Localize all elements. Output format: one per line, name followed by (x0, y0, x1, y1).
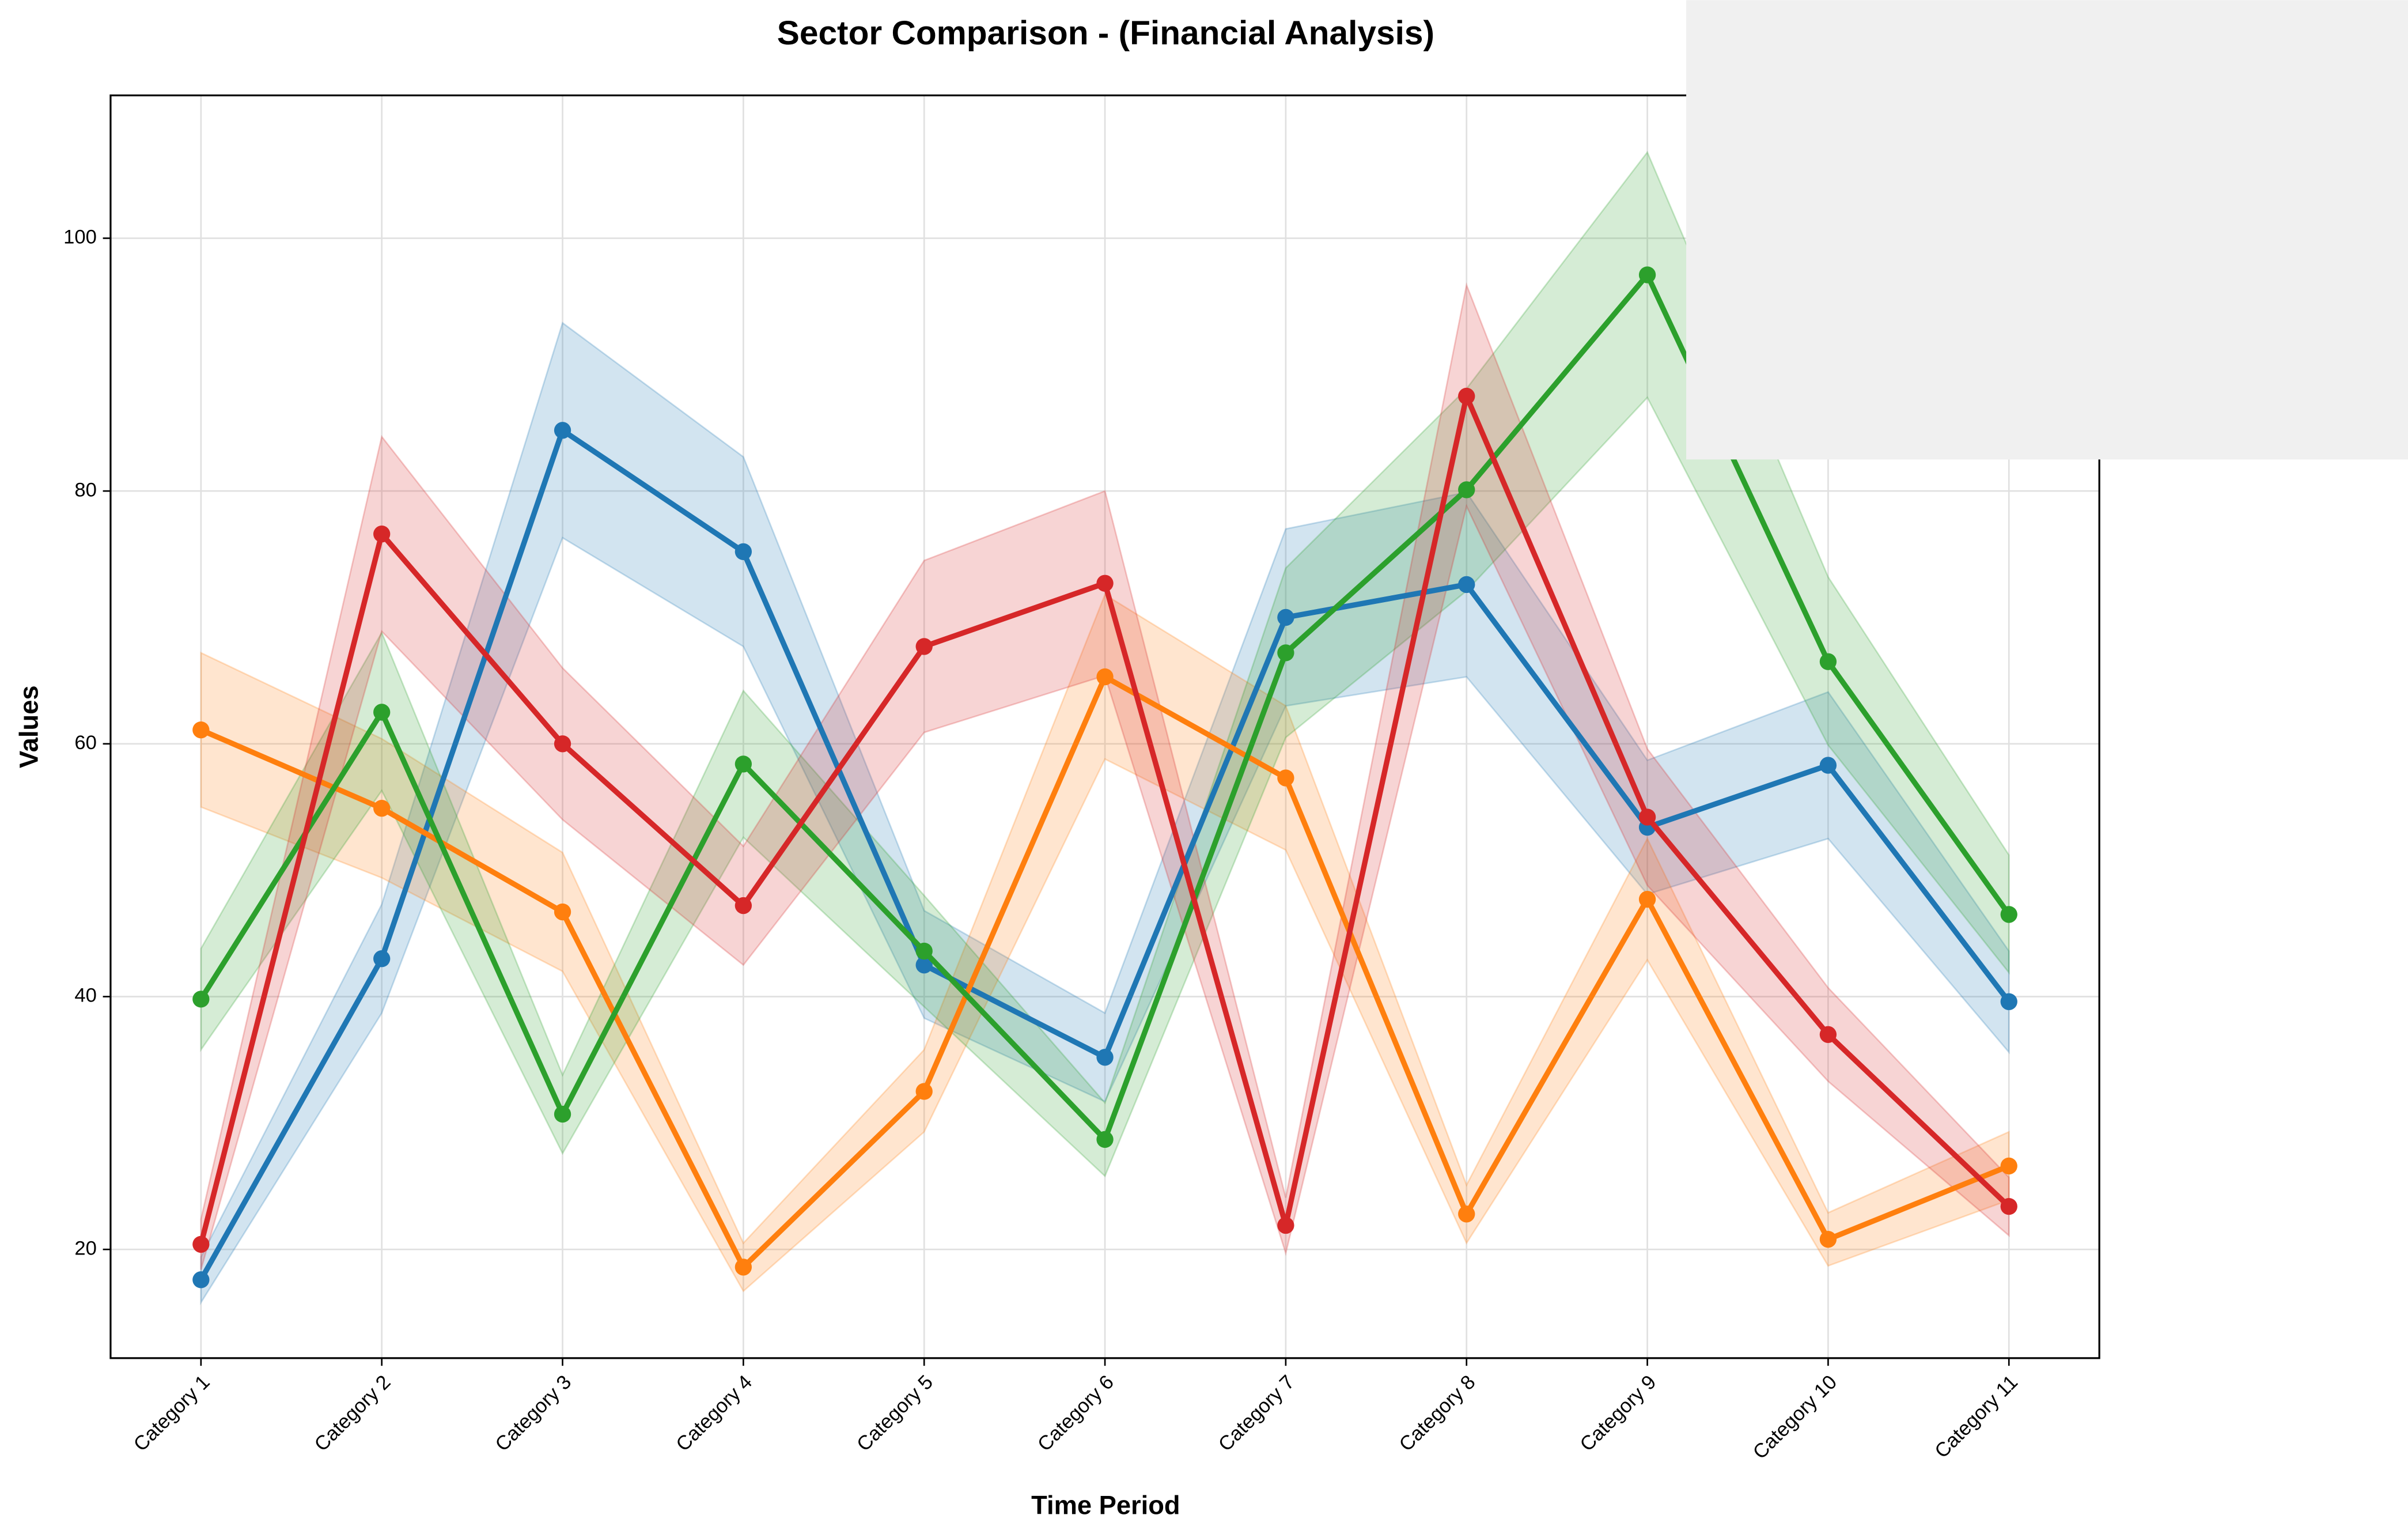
confidence-band (200, 322, 2010, 1305)
data-point (373, 526, 391, 543)
y-tick-label: 40 (74, 985, 97, 1007)
data-point (554, 1105, 571, 1123)
data-point (2000, 906, 2017, 923)
data-point (1458, 481, 1475, 498)
data-point (1638, 266, 1656, 284)
y-tick-label: 20 (74, 1237, 97, 1259)
data-point (1458, 387, 1475, 405)
data-point (734, 1259, 752, 1276)
data-point (734, 543, 752, 561)
data-point (915, 957, 933, 974)
chart-title: Sector Comparison - (Financial Analysis) (777, 14, 1434, 52)
data-point (192, 1271, 210, 1288)
data-point (1277, 769, 1294, 787)
data-point (915, 942, 933, 960)
data-point (373, 704, 391, 721)
data-point (1819, 757, 1837, 774)
x-axis-label: Time Period (1031, 1490, 1180, 1520)
data-point (734, 897, 752, 915)
data-point (2000, 993, 2017, 1010)
data-point (1458, 1206, 1475, 1223)
data-point (1819, 1026, 1837, 1043)
y-tick-label: 80 (74, 479, 97, 501)
data-point (1638, 890, 1656, 908)
data-point (554, 903, 571, 921)
legend-box (1686, 0, 2408, 460)
data-point (1638, 808, 1656, 826)
data-point (1458, 576, 1475, 594)
data-point (915, 1083, 933, 1100)
data-point (373, 800, 391, 817)
data-point (1096, 668, 1114, 686)
data-point (1819, 653, 1837, 670)
data-point (915, 638, 933, 655)
data-point (554, 735, 571, 753)
data-point (373, 950, 391, 968)
data-point (1096, 1131, 1114, 1148)
data-point (192, 991, 210, 1008)
plot-layer (110, 95, 2100, 1358)
confidence-band (200, 282, 2010, 1270)
data-point (734, 755, 752, 773)
data-point (2000, 1197, 2017, 1215)
data-point (554, 422, 571, 439)
data-point (2000, 1157, 2017, 1175)
data-point (1277, 1216, 1294, 1234)
data-point (1096, 1049, 1114, 1066)
data-point (1277, 609, 1294, 626)
data-point (1277, 644, 1294, 662)
data-point (1819, 1230, 1837, 1248)
data-point (1096, 575, 1114, 592)
data-point (192, 721, 210, 739)
y-tick-label: 100 (63, 226, 97, 248)
y-tick-label: 60 (74, 732, 97, 754)
data-point (192, 1235, 210, 1253)
y-axis-label: Values (14, 685, 43, 768)
